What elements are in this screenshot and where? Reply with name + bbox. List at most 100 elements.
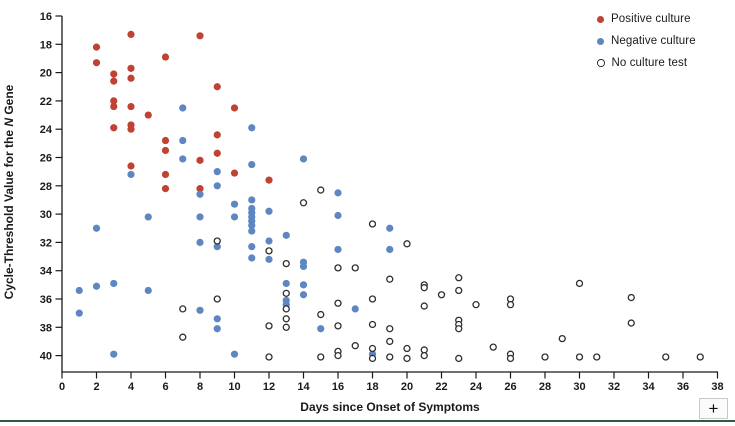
data-point [161,146,170,155]
data-point-open [282,289,290,297]
data-point [75,286,83,295]
data-point-open [179,333,187,341]
data-point-open [351,264,359,272]
data-point [161,170,170,179]
data-point [248,243,256,251]
data-point-open [265,247,273,255]
x-tick-label: 0 [59,381,65,393]
ylabel-italic-n: N [2,118,16,127]
data-point-open [334,322,342,330]
data-point-open [506,301,515,309]
data-point-open [558,334,566,343]
x-tick-label: 4 [128,381,135,393]
y-tick-label: 36 [40,294,52,306]
data-point [110,350,118,358]
x-tick-label: 34 [642,381,655,393]
data-point [265,237,273,245]
data-point [127,64,135,72]
data-point [230,104,239,112]
legend: Positive culture Negative culture No cul… [597,8,696,74]
data-point-open [368,295,377,303]
x-axis-title: Days since Onset of Symptoms [300,400,480,414]
data-point-open [403,344,411,353]
x-tick-label: 6 [162,381,168,393]
x-tick-label: 24 [470,381,483,393]
data-point [265,207,273,215]
data-point [317,325,325,333]
data-point-open [334,264,342,272]
data-point [282,231,290,239]
data-point [179,136,187,145]
y-tick-label: 34 [40,266,53,278]
data-point-open [265,353,273,361]
data-point-open [317,186,325,194]
y-tick-label: 40 [40,351,52,363]
data-point-open [386,325,394,333]
data-point [92,224,101,232]
data-point-open [282,323,290,331]
data-point [230,213,239,221]
data-point [248,196,256,204]
x-tick-label: 32 [608,381,620,393]
data-point-open [593,353,601,361]
data-point [248,124,256,132]
data-points [75,30,704,363]
data-point [127,125,135,133]
x-tick-label: 2 [93,381,99,393]
data-point [230,350,239,358]
y-tick-label: 18 [40,39,52,51]
y-tick-label: 20 [40,68,52,80]
data-point-open [299,199,308,207]
data-point-open [696,353,704,361]
data-point [144,111,152,119]
data-point [213,182,221,190]
zoom-in-button[interactable]: + [699,398,728,419]
data-point-open [489,343,497,351]
x-tick-label: 36 [677,381,689,393]
data-point-open [455,286,463,295]
data-point-open [403,240,411,248]
data-point-open [386,275,394,283]
data-point [127,170,135,179]
data-point-open [317,310,325,319]
data-point [179,104,187,112]
x-tick-label: 12 [263,381,275,393]
data-point [299,155,308,163]
data-point [265,255,273,263]
y-tick-label: 24 [40,124,53,136]
data-point-open [334,299,342,307]
data-point [299,262,308,271]
x-tick-label: 38 [711,381,723,393]
data-point [110,70,118,78]
data-point [110,124,118,132]
y-tick-label: 22 [40,96,52,108]
data-point-open [455,325,463,333]
data-point-open [455,274,463,282]
data-point-open [386,353,394,361]
data-point [334,245,342,254]
data-point [248,254,256,262]
data-point [127,30,135,38]
x-tick-label: 10 [228,381,240,393]
data-point [144,213,152,221]
x-tick-label: 20 [401,381,413,393]
x-tick-label: 22 [435,381,447,393]
x-tick-label: 16 [332,381,344,393]
data-point-open [403,354,411,363]
data-point [161,53,170,61]
data-point [127,74,135,82]
x-tick-label: 14 [297,381,310,393]
data-point [230,200,239,208]
data-point-open [351,342,359,350]
data-point-open [179,305,187,313]
data-point [110,279,118,288]
data-point [110,77,118,85]
data-point [265,176,273,184]
data-point [92,59,101,67]
no-culture-test-marker-icon [597,59,605,67]
data-point-open [282,315,290,323]
data-point-open [420,351,428,360]
data-point-open [506,354,515,363]
data-point [196,306,204,314]
